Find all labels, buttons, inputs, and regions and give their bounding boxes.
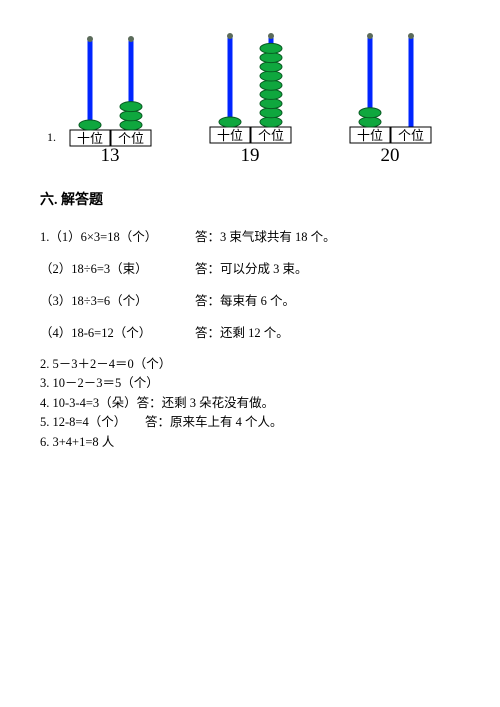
problems-block: 1.（1）6×3=18（个）答：3 束气球共有 18 个。 （2）18÷6=3（束… bbox=[40, 227, 460, 343]
calc-text: （4）18-6=12（个） bbox=[40, 323, 195, 343]
abacus-diagram: 十位个位 bbox=[55, 33, 165, 148]
answer-text: 答：还剩 12 个。 bbox=[195, 326, 289, 340]
answer-text: 答：每束有 6 个。 bbox=[195, 294, 295, 308]
abacus-value: 13 bbox=[101, 145, 120, 167]
more-problems-block: 2. 5－3＋2－4＝0（个）3. 10－2－3＝5（个）4. 10-3-4=3… bbox=[40, 355, 460, 452]
problem-line: （3）18÷3=6（个）答：每束有 6 个。 bbox=[40, 291, 460, 311]
calc-text: （3）18÷3=6（个） bbox=[40, 291, 195, 311]
problem-line: 5. 12-8=4（个） 答：原来车上有 4 个人。 bbox=[40, 413, 460, 432]
problem-line: 1.（1）6×3=18（个）答：3 束气球共有 18 个。 bbox=[40, 227, 460, 247]
svg-text:十位: 十位 bbox=[217, 128, 243, 143]
svg-text:十位: 十位 bbox=[77, 131, 103, 146]
abacus-group: 十位个位20 bbox=[335, 30, 445, 167]
problem-line: 2. 5－3＋2－4＝0（个） bbox=[40, 355, 460, 374]
abacus-group: 十位个位19 bbox=[195, 30, 305, 167]
answer-text: 答：3 束气球共有 18 个。 bbox=[195, 230, 336, 244]
svg-text:个位: 个位 bbox=[258, 128, 284, 143]
calc-text: 1.（1）6×3=18（个） bbox=[40, 227, 195, 247]
abacus-value: 20 bbox=[381, 145, 400, 167]
abacus-value: 19 bbox=[241, 145, 260, 167]
problem-line: 4. 10-3-4=3（朵）答：还剩 3 朵花没有做。 bbox=[40, 394, 460, 413]
svg-text:个位: 个位 bbox=[398, 128, 424, 143]
abacus-diagram: 十位个位 bbox=[335, 30, 445, 145]
calc-text: （2）18÷6=3（束） bbox=[40, 259, 195, 279]
abacus-diagram: 十位个位 bbox=[195, 30, 305, 145]
section-title: 六. 解答题 bbox=[40, 189, 460, 209]
problem-line: 6. 3+4+1=8 人 bbox=[40, 433, 460, 452]
problem-line: （2）18÷6=3（束）答：可以分成 3 束。 bbox=[40, 259, 460, 279]
problem-line: 3. 10－2－3＝5（个） bbox=[40, 374, 460, 393]
svg-text:十位: 十位 bbox=[357, 128, 383, 143]
abacus-group: 十位个位1.13 bbox=[55, 33, 165, 167]
svg-text:个位: 个位 bbox=[118, 131, 144, 146]
question-number: 1. bbox=[47, 130, 56, 145]
answer-text: 答：可以分成 3 束。 bbox=[195, 262, 308, 276]
abacus-row: 十位个位1.13十位个位19十位个位20 bbox=[40, 30, 460, 167]
problem-line: （4）18-6=12（个）答：还剩 12 个。 bbox=[40, 323, 460, 343]
